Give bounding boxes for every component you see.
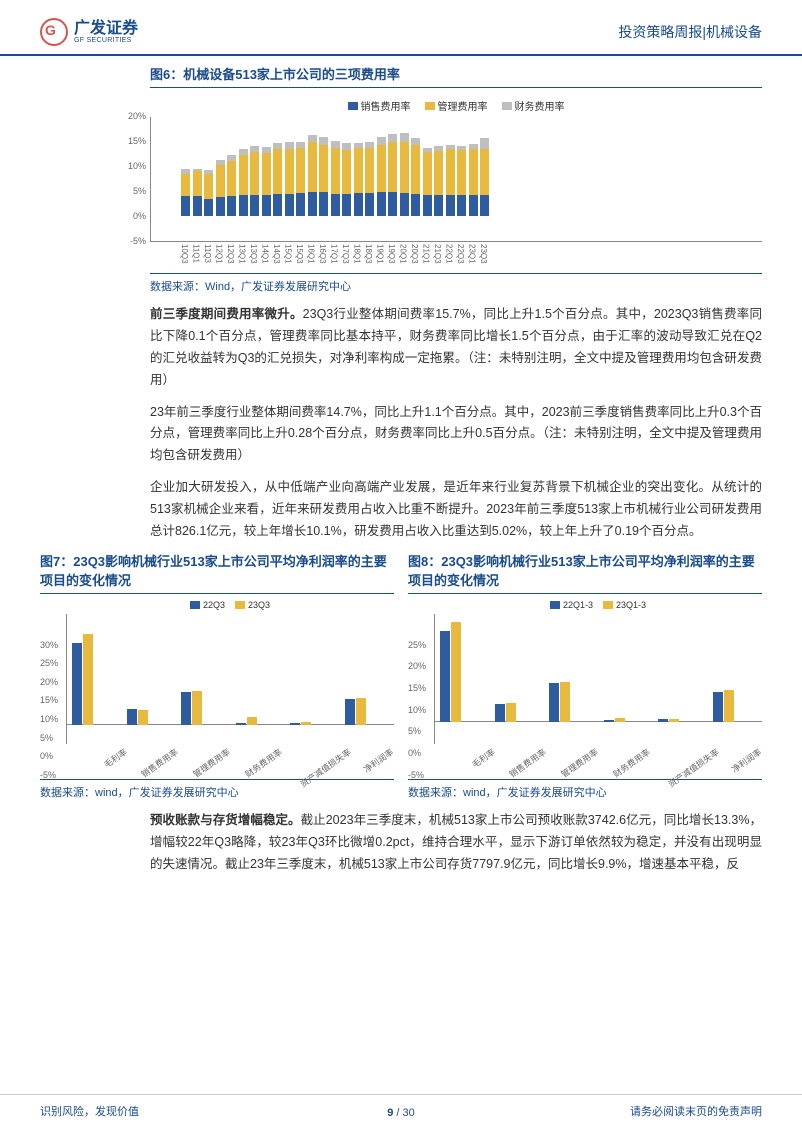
fig8-title: 图8：23Q3影响机械行业513家上市公司平均净利润率的主要项目的变化情况 bbox=[408, 551, 762, 594]
page-number: 9 / 30 bbox=[387, 1107, 415, 1119]
footer-left: 识别风险，发现价值 bbox=[40, 1103, 139, 1119]
fig6-legend: 销售费用率管理费用率财务费用率 bbox=[150, 98, 762, 113]
fig6-title: 图6：机械设备513家上市公司的三项费用率 bbox=[150, 64, 762, 88]
logo-en: GF SECURITIES bbox=[74, 37, 138, 44]
page-header: 广发证券 GF SECURITIES 投资策略周报|机械设备 bbox=[0, 0, 802, 56]
logo-cn: 广发证券 bbox=[74, 21, 138, 37]
logo-icon bbox=[40, 18, 68, 46]
logo: 广发证券 GF SECURITIES bbox=[40, 18, 138, 46]
paragraph-4: 预收账款与存货增幅稳定。截止2023年三季度末，机械513家上市公司预收账款37… bbox=[150, 810, 762, 876]
fig7-title: 图7：23Q3影响机械行业513家上市公司平均净利润率的主要项目的变化情况 bbox=[40, 551, 394, 594]
fig6-source: 数据来源：Wind，广发证券发展研究中心 bbox=[150, 273, 762, 294]
header-category: 投资策略周报|机械设备 bbox=[618, 22, 762, 42]
fig7-source: 数据来源：wind，广发证券发展研究中心 bbox=[40, 779, 394, 800]
fig8-source: 数据来源：wind，广发证券发展研究中心 bbox=[408, 779, 762, 800]
fig7-chart: 22Q323Q3 毛利率销售费用率管理费用率财务费用率资产减值损失率净利润率 3… bbox=[40, 600, 394, 775]
fig6-xlabels: 10Q311Q111Q312Q112Q313Q113Q314Q114Q315Q1… bbox=[150, 244, 762, 274]
fig6-bars: 20%15%10%5%0%-5% bbox=[150, 117, 762, 242]
footer-right: 请务必阅读末页的免责声明 bbox=[630, 1103, 762, 1119]
fig8-chart: 22Q1-323Q1-3 毛利率销售费用率管理费用率财务费用率资产减值损失率净利… bbox=[408, 600, 762, 775]
fig6-chart: 销售费用率管理费用率财务费用率 20%15%10%5%0%-5% 10Q311Q… bbox=[150, 94, 762, 269]
body-paragraphs: 前三季度期间费用率微升。23Q3行业整体期间费率15.7%，同比上升1.5个百分… bbox=[40, 304, 762, 543]
